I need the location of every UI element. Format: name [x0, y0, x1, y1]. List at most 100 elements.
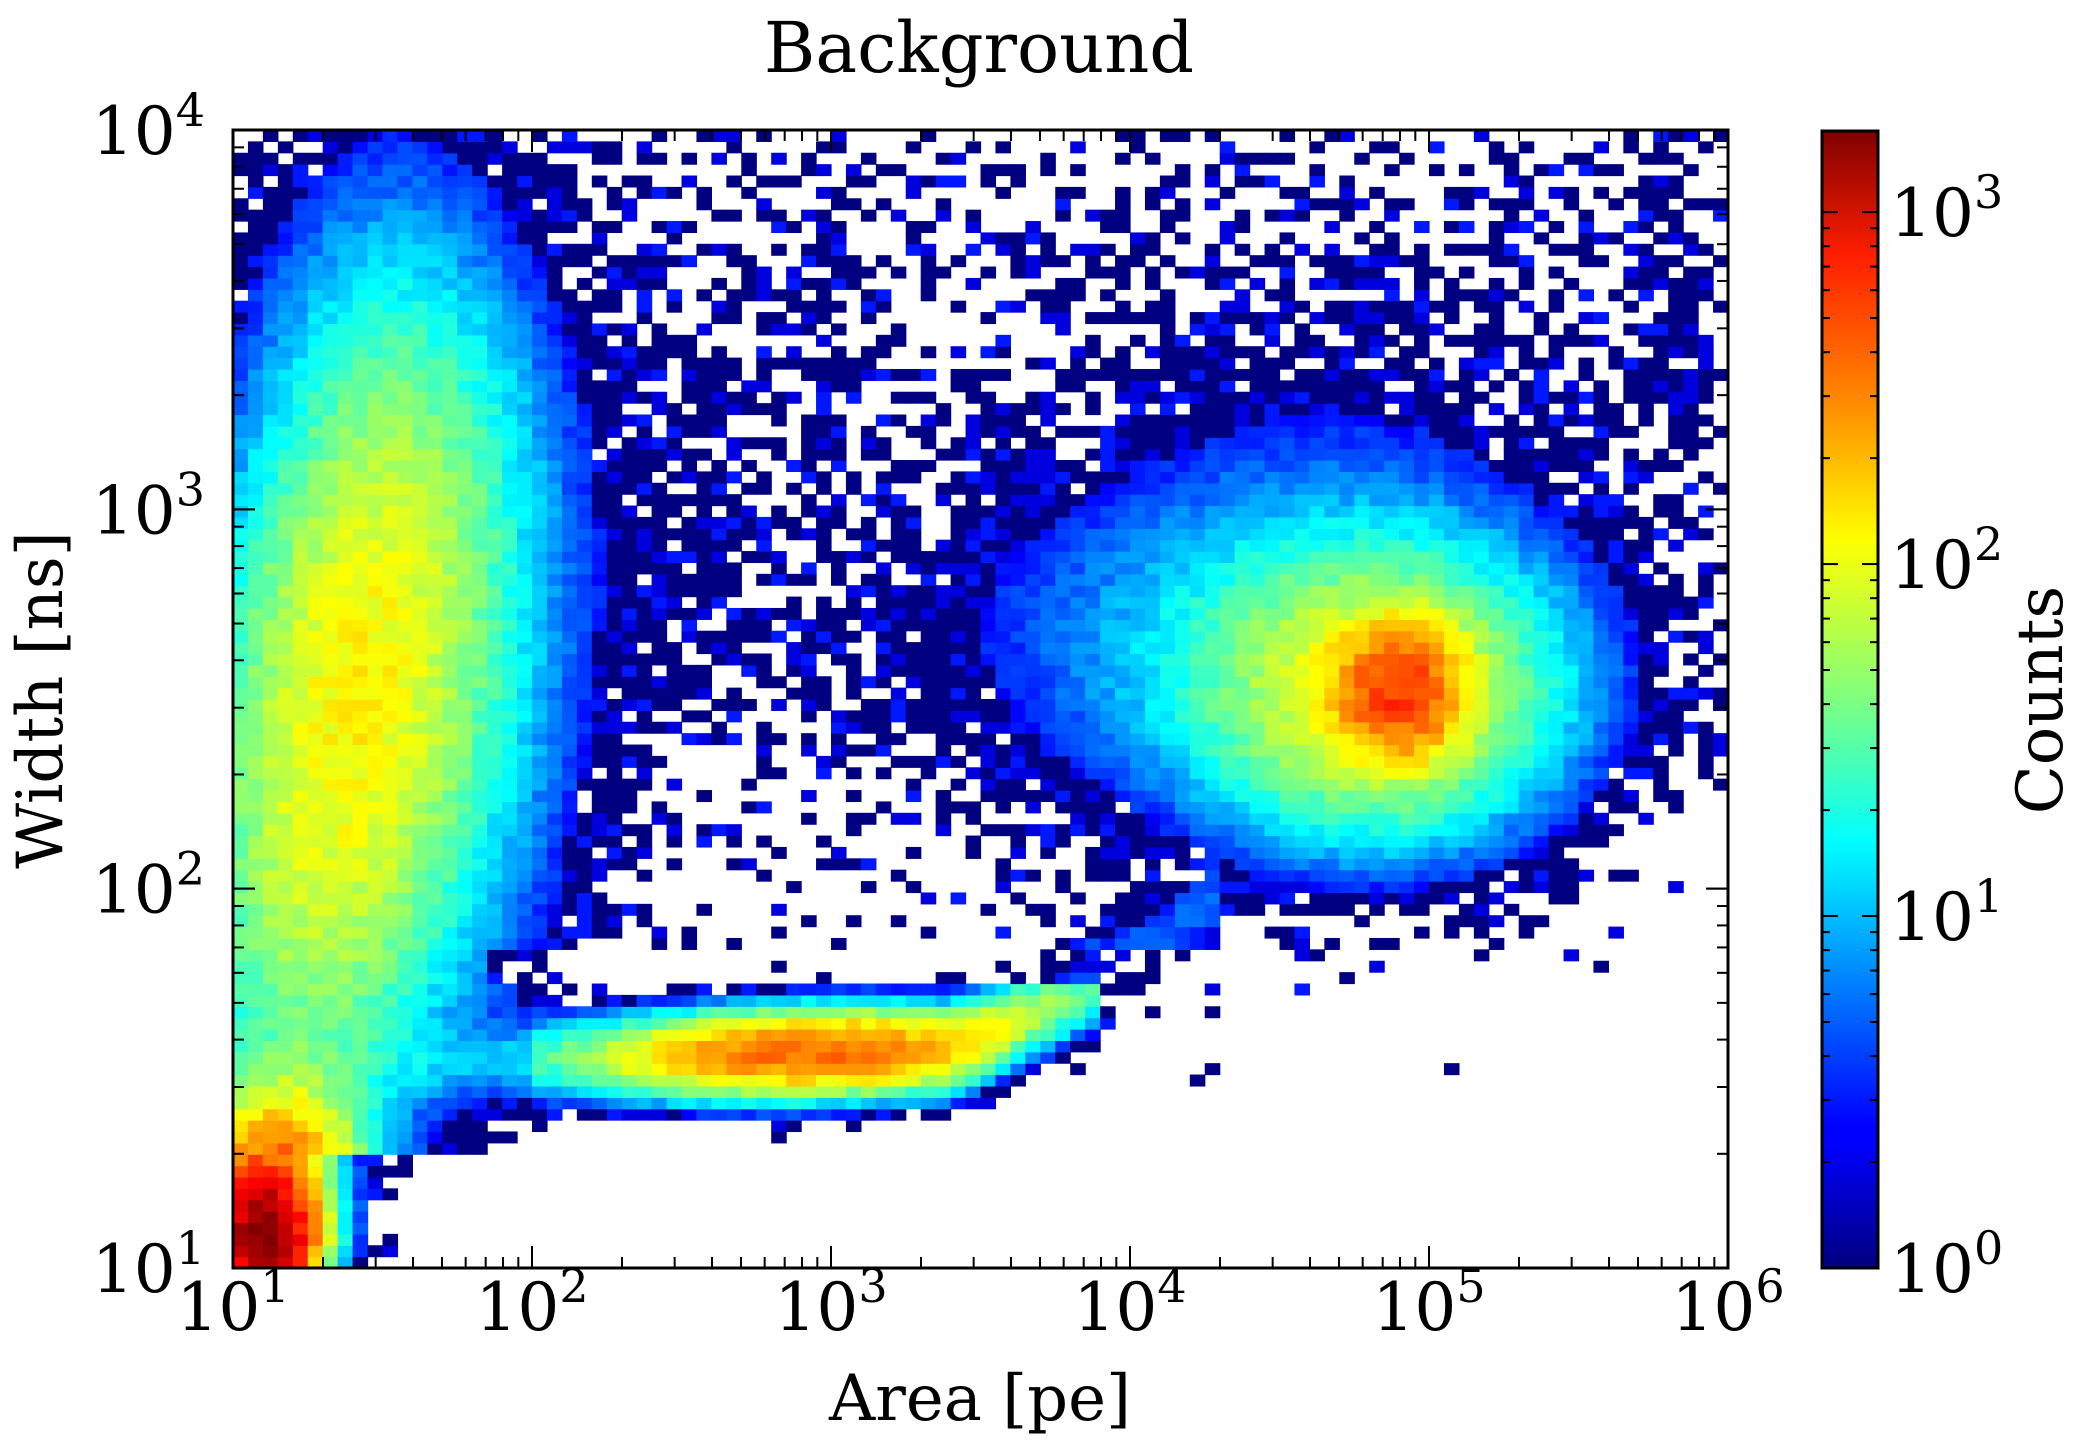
heatmap-cell [1040, 664, 1056, 677]
heatmap-cell [771, 676, 787, 689]
heatmap-cell [546, 801, 563, 814]
heatmap-cell [277, 266, 294, 279]
heatmap-cell [532, 130, 548, 142]
heatmap-cell [233, 1165, 249, 1178]
heatmap-cell [561, 710, 578, 723]
heatmap-cell [636, 437, 653, 450]
heatmap-cell [322, 312, 339, 325]
heatmap-cell [233, 482, 249, 495]
heatmap-cell [247, 1211, 264, 1224]
heatmap-cell [397, 1165, 413, 1178]
heatmap-cell [1189, 448, 1206, 461]
heatmap-cell [1234, 152, 1251, 165]
heatmap-cell [1085, 607, 1101, 620]
heatmap-cell [1309, 630, 1325, 643]
heatmap-cell [322, 1188, 339, 1201]
heatmap-cell [412, 972, 428, 985]
heatmap-cell [367, 1040, 384, 1053]
heatmap-cell [1189, 494, 1206, 507]
heatmap-cell [860, 539, 877, 552]
heatmap-cell [666, 494, 683, 507]
heatmap-cell [1010, 835, 1026, 848]
heatmap-cell [367, 255, 384, 268]
heatmap-cell [262, 949, 279, 962]
heatmap-cell [1234, 448, 1251, 461]
heatmap-cell [532, 368, 548, 381]
heatmap-cell [950, 562, 967, 575]
heatmap-cell [1204, 471, 1221, 484]
heatmap-cell [322, 858, 339, 871]
heatmap-cell [262, 1051, 279, 1064]
heatmap-cell [1264, 755, 1281, 768]
heatmap-cell [382, 619, 399, 632]
heatmap-cell [247, 460, 264, 472]
heatmap-cell [532, 164, 548, 177]
heatmap-cell [412, 221, 428, 234]
heatmap-cell [247, 175, 264, 188]
heatmap-cell [756, 1051, 772, 1064]
heatmap-cell [1055, 653, 1071, 666]
heatmap-cell [681, 551, 698, 564]
heatmap-cell [337, 357, 354, 370]
heatmap-cell [920, 551, 937, 564]
heatmap-cell [1130, 653, 1146, 666]
heatmap-cell [337, 710, 354, 723]
heatmap-cell [875, 630, 892, 643]
heatmap-cell [1354, 380, 1370, 393]
heatmap-cell [666, 824, 683, 837]
heatmap-cell [771, 1085, 787, 1098]
heatmap-cell [442, 1040, 458, 1053]
heatmap-cell [546, 562, 563, 575]
heatmap-cell [801, 494, 817, 507]
heatmap-cell [1264, 482, 1281, 495]
heatmap-cell [1055, 596, 1071, 609]
heatmap-cell [472, 266, 488, 279]
heatmap-cell [367, 778, 384, 791]
heatmap-cell [1354, 528, 1370, 541]
heatmap-cell [397, 277, 413, 290]
heatmap-cell [831, 846, 847, 859]
heatmap-cell [980, 733, 997, 746]
heatmap-cell [1040, 903, 1056, 916]
heatmap-cell [367, 835, 384, 848]
heatmap-cell [965, 1074, 982, 1087]
heatmap-cell [352, 289, 369, 302]
heatmap-cell [1070, 596, 1086, 609]
heatmap-cell [591, 243, 608, 256]
heatmap-cell [397, 755, 413, 768]
heatmap-cell [1249, 505, 1266, 518]
heatmap-cell [1115, 733, 1131, 746]
heatmap-cell [427, 448, 443, 461]
heatmap-cell [262, 687, 279, 700]
heatmap-cell [397, 607, 413, 620]
heatmap-cell [382, 1040, 399, 1053]
heatmap-cell [1249, 175, 1266, 188]
heatmap-cell [591, 1108, 608, 1121]
heatmap-cell [1025, 664, 1041, 677]
heatmap-cell [920, 755, 937, 768]
heatmap-cell [651, 448, 668, 461]
heatmap-cell [546, 300, 563, 313]
heatmap-cell [337, 380, 354, 393]
heatmap-cell [561, 471, 578, 484]
heatmap-cell [890, 619, 907, 632]
heatmap-cell [1144, 687, 1161, 700]
heatmap-cell [1189, 585, 1206, 598]
heatmap-cell [382, 175, 399, 188]
heatmap-cell [1309, 175, 1325, 188]
heatmap-cell [352, 551, 369, 564]
heatmap-cell [816, 699, 832, 711]
heatmap-cell [307, 1051, 324, 1064]
heatmap-cell [247, 892, 264, 905]
heatmap-cell [621, 721, 638, 734]
heatmap-cell [666, 653, 683, 666]
heatmap-cell [1189, 619, 1206, 632]
heatmap-cell [322, 664, 339, 677]
heatmap-cell [233, 869, 249, 882]
heatmap-cell [367, 892, 384, 905]
heatmap-cell [367, 972, 384, 985]
heatmap-cell [546, 425, 563, 438]
heatmap-cell [905, 846, 922, 859]
heatmap-cell [1189, 391, 1206, 404]
heatmap-cell [1100, 437, 1116, 450]
